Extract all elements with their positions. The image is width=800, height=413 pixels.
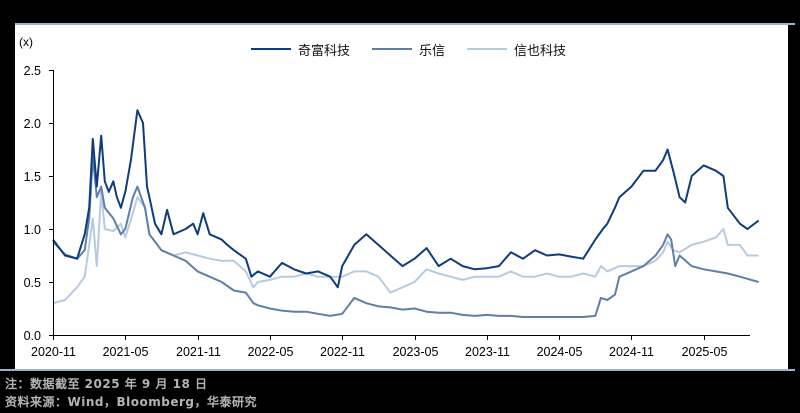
- top-border-line: [15, 23, 795, 25]
- legend-item-xinye: 信也科技: [467, 40, 566, 59]
- legend-label-xinye: 信也科技: [514, 43, 567, 59]
- series-line-2: [52, 190, 759, 305]
- series-line-0: [52, 109, 760, 289]
- legend-label-qifu: 奇富科技: [298, 43, 351, 59]
- series-lines: [52, 109, 760, 318]
- y-tick-label: 2.5: [24, 64, 41, 78]
- legend-item-qifu: 奇富科技: [251, 40, 350, 59]
- chart-legend: 奇富科技 乐信 信也科技: [251, 40, 588, 59]
- legend-swatch-xinye: [467, 47, 508, 51]
- y-tick-label: 0.0: [24, 329, 41, 343]
- legend-item-lexin: 乐信: [372, 40, 445, 59]
- x-tick-label: 2023-11: [465, 345, 510, 359]
- y-tick-label: 1.5: [24, 170, 41, 184]
- x-tick-label: 2021-11: [176, 345, 221, 359]
- legend-swatch-qifu: [251, 47, 291, 51]
- x-tick-label: 2022-11: [320, 345, 365, 359]
- bottom-border-line: [0, 369, 795, 371]
- x-tick-label: 2024-05: [537, 345, 583, 359]
- x-tick-label: 2025-05: [682, 345, 728, 359]
- y-tick-label: 1.0: [24, 223, 41, 237]
- series-line-1: [52, 155, 759, 318]
- x-tick-label: 2023-05: [393, 345, 439, 359]
- x-tick-label: 2020-11: [31, 345, 76, 359]
- chart-panel: [15, 25, 788, 369]
- footnote: 注：数据截至 2025 年 9 月 18 日: [5, 377, 208, 391]
- legend-label-lexin: 乐信: [419, 43, 446, 59]
- axes: 0.0 0.5 1.0 1.5 2.0 2.5 2020-11 2021-05 2021-11 2…: [24, 64, 750, 359]
- x-tick-label: 2022-05: [248, 345, 294, 359]
- y-tick-label: 2.0: [24, 117, 41, 131]
- x-tick-label: 2024-11: [609, 345, 654, 359]
- legend-swatch-lexin: [372, 47, 413, 51]
- y-tick-label: 0.5: [24, 276, 41, 290]
- y-axis-unit-label: (x): [19, 35, 33, 49]
- source-note: 资料来源：Wind，Bloomberg，华泰研究: [5, 395, 257, 409]
- x-tick-label: 2021-05: [103, 345, 149, 359]
